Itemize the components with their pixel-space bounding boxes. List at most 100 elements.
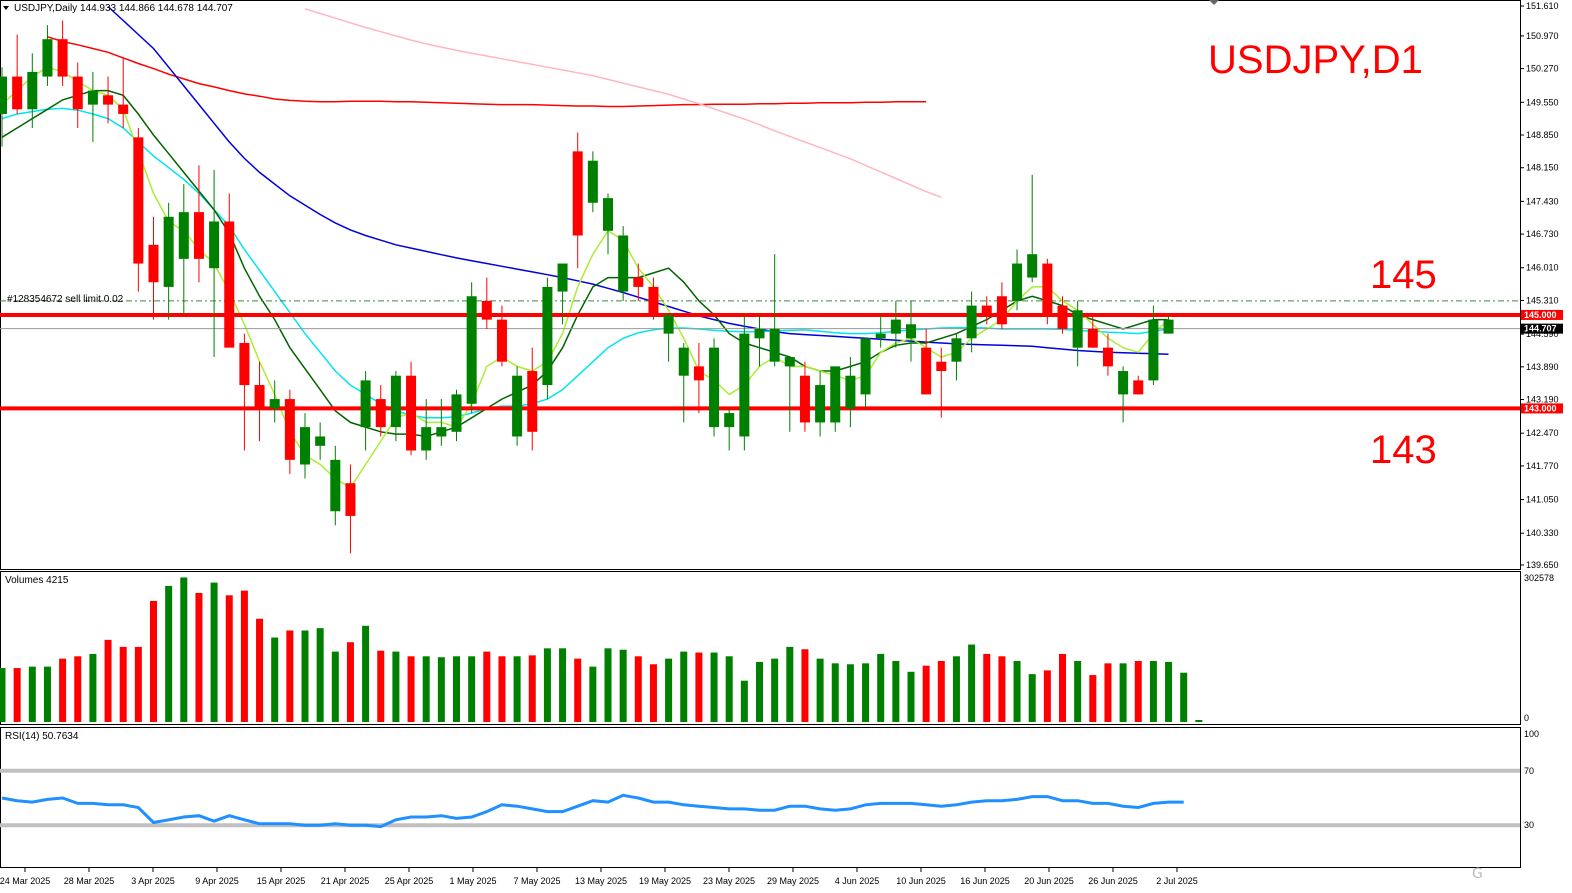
volume-bar xyxy=(422,656,430,722)
volume-bar xyxy=(649,664,657,722)
volume-bar xyxy=(104,639,112,722)
date-tick-label: 16 Jun 2025 xyxy=(960,876,1010,886)
candle xyxy=(633,263,644,301)
rsi-level-label: 70 xyxy=(1524,766,1534,776)
date-tick-label: 25 Apr 2025 xyxy=(385,876,434,886)
candle xyxy=(890,300,901,348)
rsi-level-label: 30 xyxy=(1524,820,1534,830)
volume-bar xyxy=(680,651,688,722)
volume-bar xyxy=(771,658,779,722)
volume-bar xyxy=(59,658,67,722)
price-tick-label: 143.890 xyxy=(1526,362,1559,372)
candle xyxy=(527,347,538,451)
candle xyxy=(572,132,583,269)
volume-bar xyxy=(301,630,309,722)
price-axis: 151.610 150.970 150.270 149.550 148.850 148.1… xyxy=(1520,1,1559,570)
candle xyxy=(557,263,568,325)
volume-pane-frame xyxy=(0,571,1521,725)
volume-bar xyxy=(725,656,733,722)
price-tick-label: 145.310 xyxy=(1526,295,1559,305)
date-tick-label: 13 May 2025 xyxy=(575,876,627,886)
volume-bar xyxy=(619,649,627,722)
candle xyxy=(603,193,613,255)
price-tick-label: 146.730 xyxy=(1526,229,1559,239)
date-tick-label: 24 Mar 2025 xyxy=(0,876,50,886)
volume-bar xyxy=(346,642,354,722)
candle xyxy=(224,193,235,348)
candle xyxy=(300,413,310,479)
volume-bar xyxy=(1165,661,1173,722)
rsi-pane-frame xyxy=(0,727,1521,868)
rsi-indicator: 70 30 xyxy=(0,766,1534,830)
date-tick-label: 7 May 2025 xyxy=(513,876,560,886)
candle xyxy=(103,76,114,124)
volume-bar xyxy=(756,661,763,722)
volume-bar xyxy=(786,646,794,722)
date-tick-label: 1 May 2025 xyxy=(449,876,496,886)
volume-bar xyxy=(937,660,945,722)
candle xyxy=(678,342,689,423)
candle xyxy=(1087,314,1098,348)
volume-bar xyxy=(165,585,173,722)
volume-bar xyxy=(589,666,597,722)
volume-bar xyxy=(1104,663,1112,722)
volume-bar xyxy=(559,648,567,722)
candle xyxy=(709,338,720,437)
volume-bar xyxy=(286,630,294,722)
candle xyxy=(906,300,916,362)
volume-bar xyxy=(210,582,218,722)
candle xyxy=(436,399,447,446)
candle xyxy=(284,389,295,474)
rsi-axis-top-label: 100 xyxy=(1524,729,1539,739)
volume-bar xyxy=(316,628,324,722)
volume-bar xyxy=(89,653,97,722)
volume-bar xyxy=(1013,660,1021,722)
volume-bar xyxy=(225,595,233,722)
candle xyxy=(996,282,1007,329)
price-tick-label: 141.050 xyxy=(1526,495,1559,505)
collapse-triangle-icon[interactable] xyxy=(3,6,9,10)
candle xyxy=(784,357,795,432)
price-tick-label: 141.770 xyxy=(1526,461,1559,471)
candle xyxy=(951,333,962,381)
volume-axis-bottom-label: 0 xyxy=(1524,713,1529,723)
date-tick-label: 15 Apr 2025 xyxy=(257,876,306,886)
level-price-tag xyxy=(1521,403,1563,414)
candle xyxy=(42,25,53,86)
price-tick-label: 139.650 xyxy=(1526,560,1559,570)
candle xyxy=(875,314,886,348)
volume-bar xyxy=(0,668,6,722)
volume-bar xyxy=(952,656,960,722)
volume-bar xyxy=(1059,653,1066,722)
candle xyxy=(12,34,23,114)
price-tick-label: 142.470 xyxy=(1526,428,1559,438)
volume-bar xyxy=(195,592,203,722)
candle xyxy=(360,371,371,451)
chart-symbol-label: USDJPY,D1 xyxy=(1208,38,1423,82)
candle xyxy=(269,380,280,423)
volume-bar xyxy=(256,618,264,722)
volume-bar xyxy=(1043,670,1051,722)
candle xyxy=(845,357,856,428)
volume-bar xyxy=(710,652,718,722)
volume-bar xyxy=(862,663,870,722)
volume-bar xyxy=(134,646,142,722)
candle xyxy=(163,202,174,320)
volume-bar xyxy=(1149,660,1157,722)
volume-bar xyxy=(13,668,21,722)
volume-bar xyxy=(74,656,82,722)
candle xyxy=(936,347,947,418)
candle xyxy=(133,127,144,292)
volume-bar xyxy=(604,648,612,722)
moving-average-line xyxy=(1,66,1170,489)
volume-bar xyxy=(922,665,930,722)
price-tick-label: 148.850 xyxy=(1526,130,1559,140)
candle xyxy=(1012,249,1023,311)
candle xyxy=(239,333,250,451)
date-tick-label: 29 May 2025 xyxy=(767,876,819,886)
volume-bar xyxy=(362,625,370,722)
candle xyxy=(542,277,553,400)
volume-bar xyxy=(437,657,445,722)
candle xyxy=(466,282,477,414)
